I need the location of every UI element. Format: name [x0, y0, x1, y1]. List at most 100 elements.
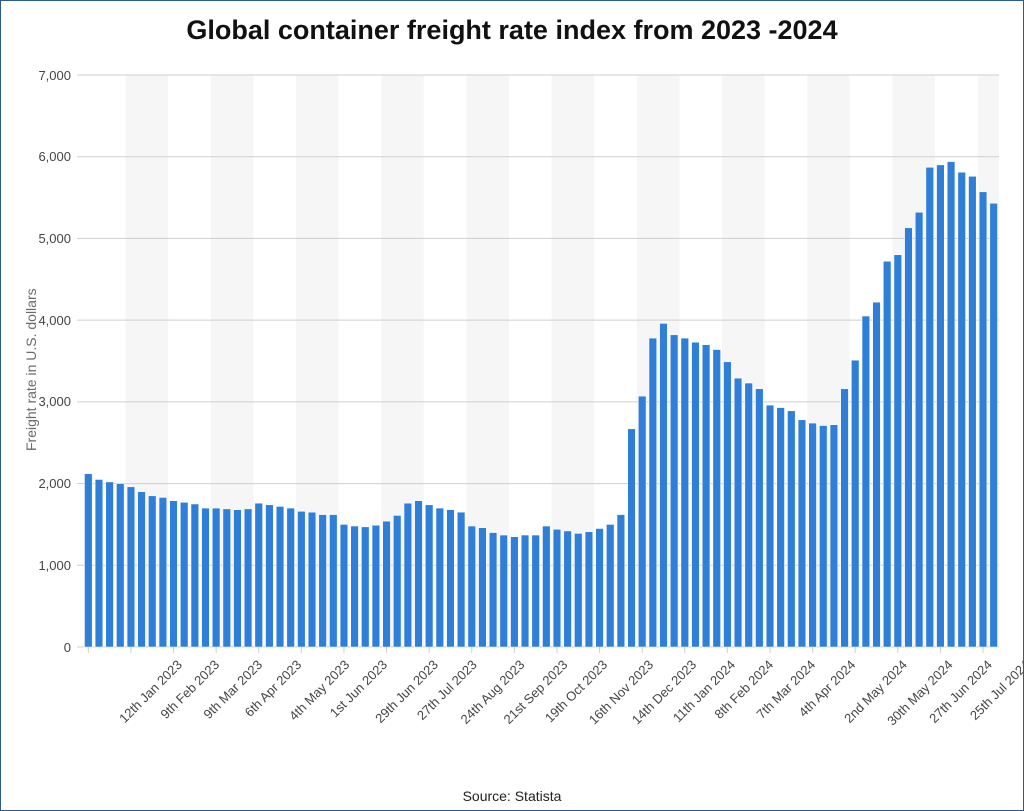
bar [915, 212, 923, 647]
bar [851, 360, 859, 647]
bar [979, 192, 987, 647]
bar [457, 512, 465, 647]
bar [393, 515, 401, 647]
x-tick-label: 12th Jan 2023 [116, 657, 185, 726]
bar [713, 350, 721, 647]
bar [287, 508, 295, 647]
bar [574, 533, 582, 647]
x-axis-labels: 12th Jan 20239th Feb 20239th Mar 20236th… [83, 657, 999, 797]
bar [798, 420, 806, 647]
bar [500, 535, 508, 647]
bar [319, 515, 327, 647]
y-tick-label: 3,000 [1, 394, 71, 409]
bar [553, 529, 561, 647]
y-tick-label: 7,000 [1, 68, 71, 83]
bar [542, 526, 550, 647]
bar [862, 316, 870, 647]
bar [180, 502, 188, 647]
plot-area [83, 75, 999, 647]
bar [724, 362, 732, 647]
bar [148, 496, 156, 647]
bar [479, 528, 487, 647]
y-tick-label: 6,000 [1, 149, 71, 164]
bar [947, 162, 955, 647]
bar [777, 408, 785, 647]
bar [276, 506, 284, 647]
bar [937, 165, 945, 647]
bar [170, 501, 178, 647]
bar [681, 338, 689, 647]
y-tick-label: 2,000 [1, 476, 71, 491]
bar [628, 429, 636, 647]
bar [116, 484, 124, 647]
bar [489, 533, 497, 647]
bar [447, 510, 455, 647]
bar [329, 515, 337, 647]
bar [95, 479, 103, 647]
bar [404, 503, 412, 647]
bar [436, 508, 444, 647]
bar [532, 535, 540, 647]
bar [468, 526, 476, 647]
bar [809, 423, 817, 647]
y-tick-label: 4,000 [1, 313, 71, 328]
source-text: Source: Statista [1, 788, 1023, 804]
bar [425, 505, 433, 647]
bar [596, 529, 604, 647]
bar [905, 228, 913, 647]
bar [84, 474, 92, 647]
bar [734, 378, 742, 647]
chart-svg [83, 75, 999, 647]
bar [841, 389, 849, 647]
bar [234, 510, 242, 647]
bar [585, 532, 593, 647]
bar [351, 526, 359, 647]
bar [819, 426, 827, 647]
bar [606, 524, 614, 647]
bar [830, 425, 838, 647]
bar [958, 172, 966, 647]
bar [521, 535, 529, 647]
bar [191, 504, 199, 647]
bar [511, 537, 519, 647]
y-tick-label: 1,000 [1, 558, 71, 573]
bar [138, 492, 146, 647]
bar [415, 501, 423, 647]
bar [361, 527, 369, 647]
bar [756, 389, 764, 647]
bar [372, 525, 380, 647]
bar [340, 524, 348, 647]
bar [969, 176, 977, 647]
bar [926, 167, 934, 647]
bar [660, 323, 668, 647]
bar [223, 509, 231, 647]
bar [308, 512, 316, 647]
bar [244, 509, 252, 647]
bar [990, 203, 998, 647]
bar [564, 531, 572, 647]
bar [159, 497, 167, 647]
chart-frame: { "chart": { "type": "bar", "title": "Gl… [0, 0, 1024, 811]
bar [670, 335, 678, 647]
bar [745, 383, 753, 647]
bar [202, 508, 210, 647]
bar [766, 405, 774, 647]
bar [702, 345, 710, 647]
bar [649, 338, 657, 647]
bar [883, 261, 891, 647]
bar [617, 515, 625, 647]
bar [894, 255, 902, 647]
y-tick-label: 5,000 [1, 231, 71, 246]
bar [787, 411, 795, 647]
bar [638, 396, 646, 647]
y-tick-label: 0 [1, 640, 71, 655]
bar [106, 482, 114, 647]
bar [873, 302, 881, 647]
bar [212, 508, 220, 647]
bar [298, 511, 306, 647]
bar [255, 503, 263, 647]
bar [127, 487, 135, 647]
bar [266, 505, 274, 647]
bar [692, 342, 700, 647]
chart-title: Global container freight rate index from… [1, 15, 1023, 46]
